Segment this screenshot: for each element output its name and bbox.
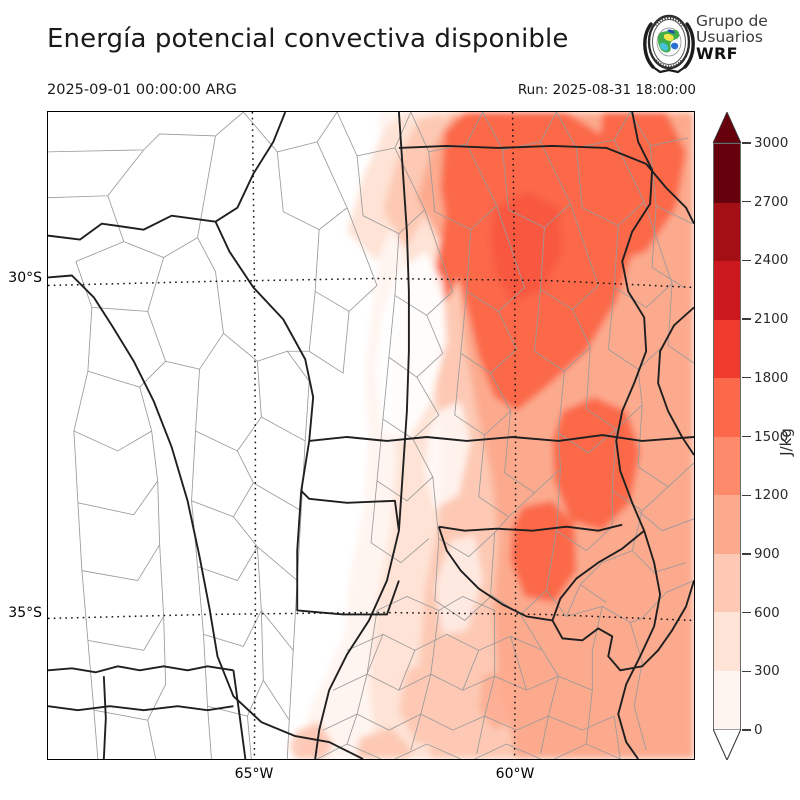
run-time-label: Run: 2025-08-31 18:00:00 — [517, 82, 696, 98]
colorbar-tick-1800 — [742, 377, 751, 379]
colorbar-tick-label-2100: 2100 — [754, 311, 789, 328]
colorbar-tick-3000 — [742, 142, 751, 144]
colorbar-band-4 — [714, 436, 740, 495]
colorbar-tick-1500 — [742, 435, 751, 438]
colorbar-tick-2400 — [742, 259, 751, 262]
logo-text: Grupo de Usuarios WRF — [696, 12, 768, 63]
page-title: Energía potencial convectiva disponible — [47, 24, 569, 54]
xtick-label-60w: 60°W — [495, 766, 535, 782]
colorbar-tick-600 — [742, 611, 751, 614]
colorbar-tick-label-2700: 2700 — [754, 193, 789, 210]
colorbar-band-2 — [714, 553, 740, 612]
colorbar-tick-label-900: 900 — [754, 545, 780, 562]
colorbar[interactable]: 0 300 600 900 1200 1500 1800 2100 2400 2700 3000 J… — [708, 112, 800, 772]
cape-map-panel[interactable] — [47, 111, 695, 760]
colorbar-tick-300 — [742, 670, 751, 672]
cape-contour-field — [48, 112, 694, 759]
logo-line-2: Usuarios — [696, 27, 763, 46]
colorbar-gradient — [713, 143, 741, 730]
colorbar-tick-2700 — [742, 201, 751, 203]
colorbar-tick-label-600: 600 — [754, 604, 780, 621]
colorbar-tick-label-0: 0 — [754, 722, 763, 738]
colorbar-band-7 — [714, 261, 740, 320]
ytick-label-35s: 35°S — [8, 605, 42, 621]
xtick-label-65w: 65°W — [234, 766, 274, 782]
colorbar-tick-label-1500: 1500 — [754, 428, 789, 445]
wrf-globe-emblem-icon — [643, 14, 695, 74]
colorbar-tick-0 — [742, 729, 751, 731]
colorbar-tick-label-1800: 1800 — [754, 369, 789, 386]
colorbar-band-9 — [714, 144, 740, 203]
wrf-user-group-logo: Grupo de Usuarios WRF — [640, 12, 790, 78]
valid-time-label: 2025-09-01 00:00:00 ARG — [47, 82, 237, 98]
colorbar-band-5 — [714, 378, 740, 437]
ytick-label-30s: 30°S — [8, 270, 42, 286]
colorbar-tick-label-2400: 2400 — [754, 252, 789, 269]
logo-line-1: Grupo de — [696, 12, 768, 30]
department-boundaries — [48, 112, 694, 759]
colorbar-band-8 — [714, 202, 740, 261]
colorbar-band-0 — [714, 670, 740, 729]
colorbar-tick-label-300: 300 — [754, 663, 780, 680]
colorbar-band-6 — [714, 319, 740, 378]
colorbar-extend-max-arrow — [713, 112, 741, 143]
colorbar-tick-label-3000: 3000 — [754, 135, 789, 151]
colorbar-tick-1200 — [742, 494, 751, 496]
colorbar-band-1 — [714, 612, 740, 671]
colorbar-extend-min-arrow — [713, 729, 741, 760]
colorbar-unit-label: J/kg — [777, 428, 795, 456]
colorbar-tick-2100 — [742, 318, 751, 320]
colorbar-band-3 — [714, 495, 740, 554]
colorbar-tick-label-1200: 1200 — [754, 487, 789, 504]
logo-line-3: WRF — [696, 43, 738, 63]
colorbar-tick-900 — [742, 553, 751, 555]
